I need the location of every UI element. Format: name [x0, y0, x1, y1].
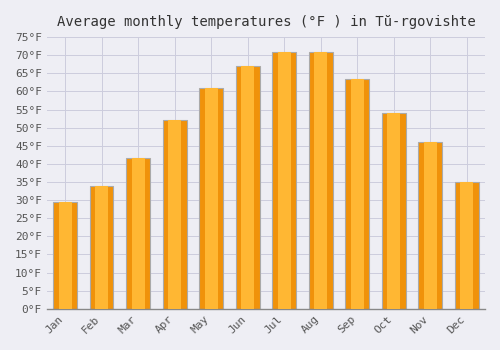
Bar [241, 66, 254, 309]
Bar [163, 120, 186, 309]
Bar [418, 142, 442, 309]
Bar [204, 88, 218, 309]
Bar [58, 202, 71, 309]
Bar [309, 51, 332, 309]
Bar [387, 113, 400, 309]
Bar [382, 113, 406, 309]
Bar [54, 202, 77, 309]
Bar [460, 182, 473, 309]
Bar [346, 79, 369, 309]
Bar [424, 142, 437, 309]
Bar [132, 159, 144, 309]
Bar [95, 186, 108, 309]
Bar [272, 51, 296, 309]
Title: Average monthly temperatures (°F ) in Tŭ-rgovishte: Average monthly temperatures (°F ) in Tŭ… [56, 15, 476, 29]
Bar [200, 88, 223, 309]
Bar [168, 120, 181, 309]
Bar [278, 51, 290, 309]
Bar [90, 186, 114, 309]
Bar [455, 182, 478, 309]
Bar [236, 66, 260, 309]
Bar [350, 79, 364, 309]
Bar [126, 159, 150, 309]
Bar [314, 51, 327, 309]
